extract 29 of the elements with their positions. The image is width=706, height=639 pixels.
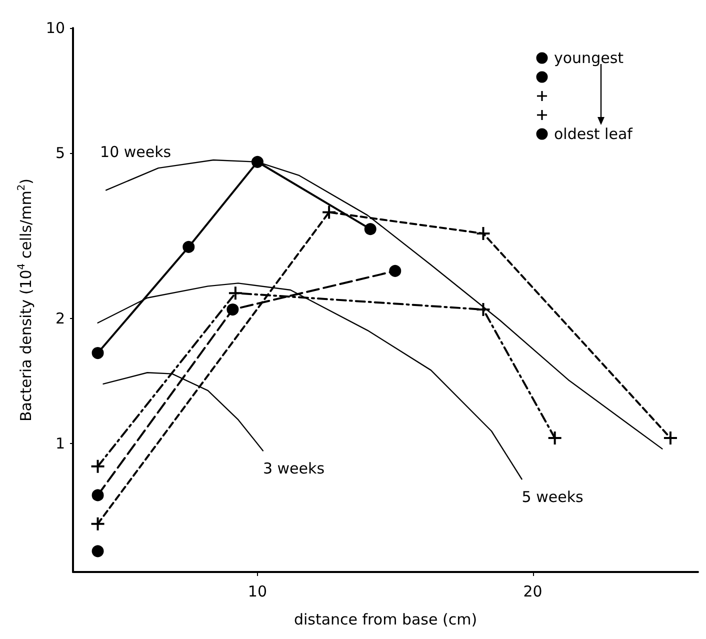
- point: [476, 302, 491, 317]
- y-tick-label: 10: [46, 19, 65, 37]
- point: [364, 223, 376, 236]
- point: [322, 204, 337, 220]
- point: [92, 489, 104, 502]
- point: [226, 304, 239, 316]
- point: [92, 545, 104, 558]
- y-tick-label: 1: [55, 434, 65, 452]
- point: [228, 286, 243, 301]
- point: [90, 458, 106, 474]
- legend-label: youngest: [554, 48, 624, 66]
- annotation: 3 weeks: [262, 460, 325, 478]
- point: [547, 430, 562, 446]
- annotation: 10 weeks: [100, 143, 172, 162]
- point: [92, 347, 104, 359]
- y-tick-label: 5: [55, 144, 65, 162]
- point: [476, 226, 491, 242]
- x-tick-label: 20: [523, 582, 542, 600]
- legend-label: oldest leaf: [554, 124, 632, 142]
- y-tick-label: 2: [55, 309, 65, 328]
- point: [90, 516, 106, 532]
- point: [182, 240, 195, 253]
- y-axis-title: Bacteria density (104 cells/mm2): [16, 178, 35, 422]
- point: [251, 156, 264, 168]
- point: [662, 430, 678, 446]
- x-axis-title: distance from base (cm): [294, 610, 478, 628]
- annotation: 5 weeks: [522, 488, 584, 506]
- line-series: [102, 372, 264, 452]
- point: [389, 264, 402, 277]
